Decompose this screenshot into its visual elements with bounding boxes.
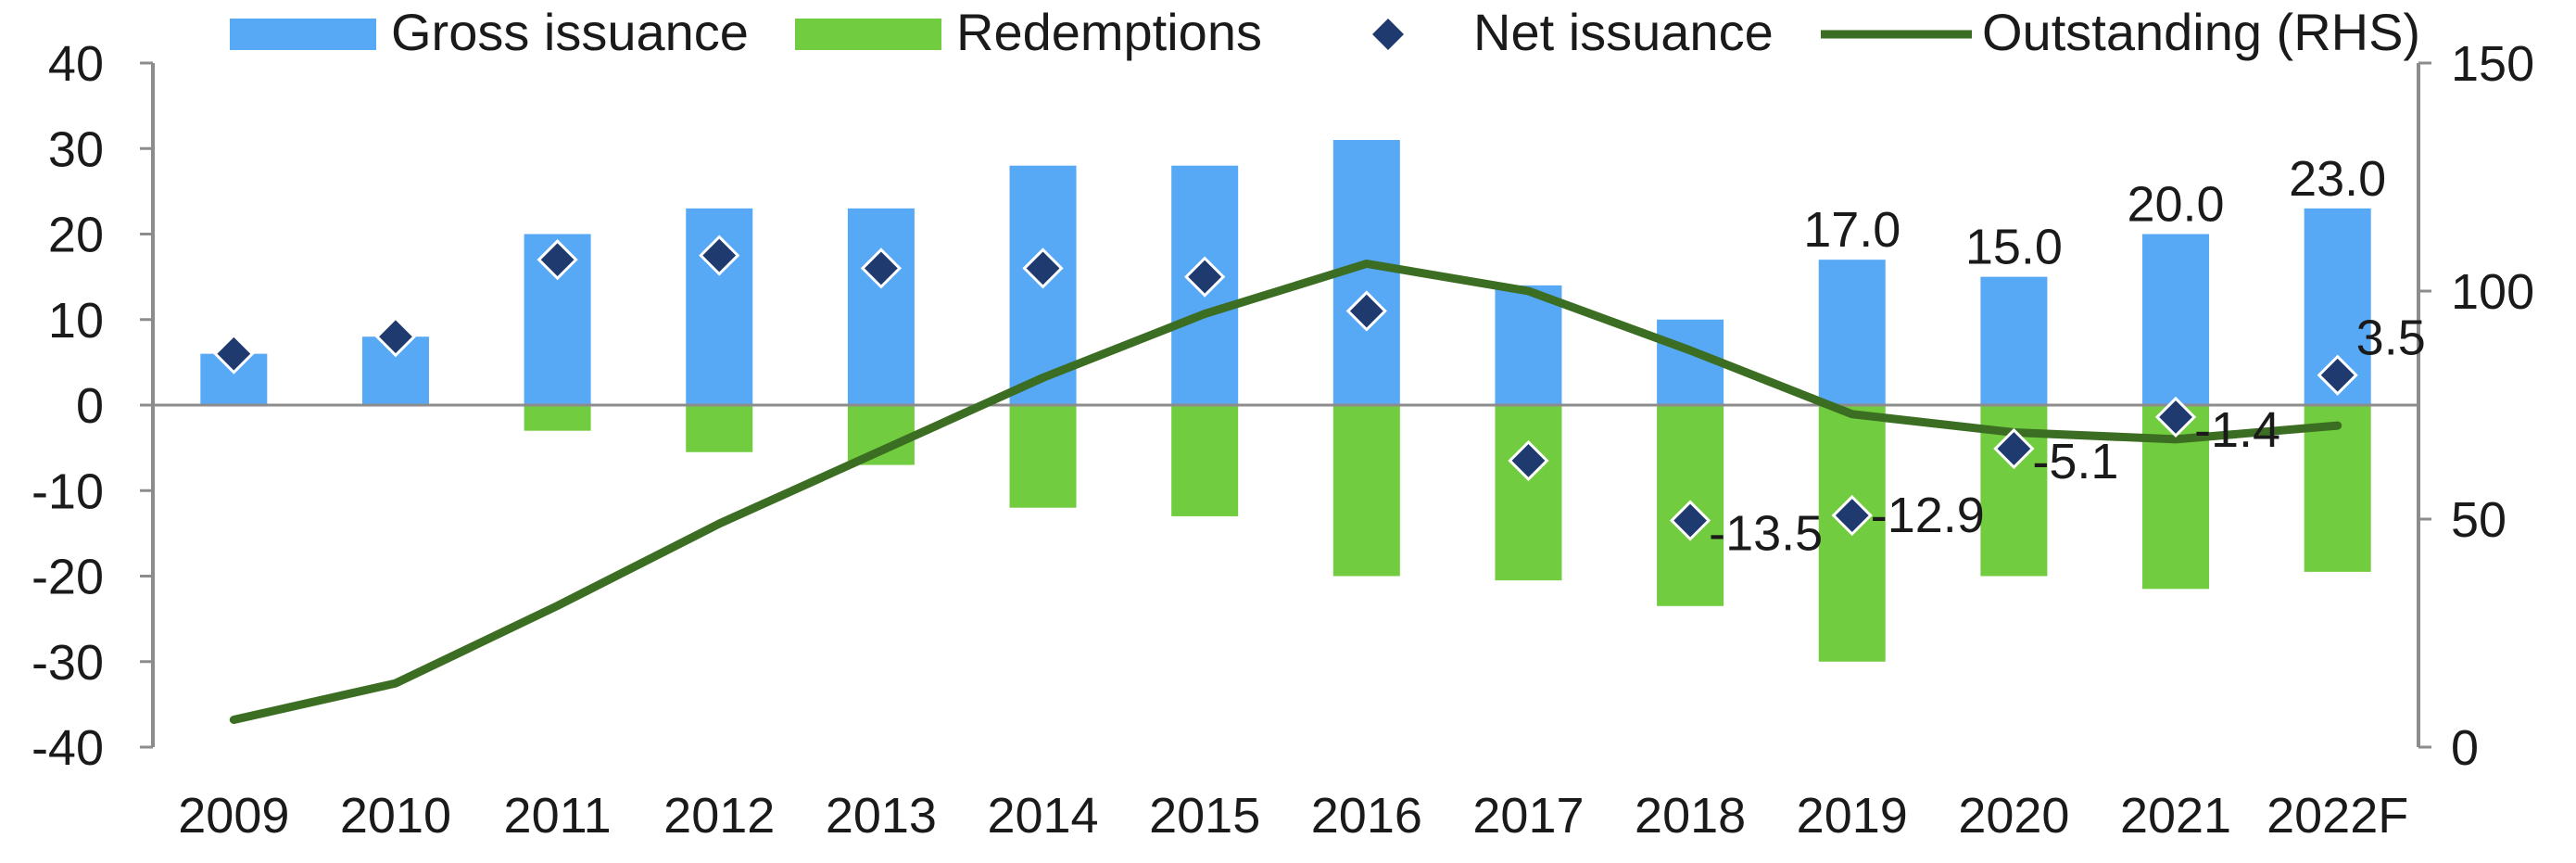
net-issuance-data-label: 3.5 (2356, 311, 2426, 366)
left-axis-tick-label: -30 (32, 635, 104, 691)
net-issuance-marker-2010 (374, 316, 417, 358)
net-issuance-marker-2019 (1831, 494, 1873, 537)
net-issuance-marker-2018 (1669, 500, 1711, 541)
gross-issuance-bar-2021 (2142, 234, 2210, 405)
x-axis-label-2015: 2015 (1149, 788, 1260, 844)
net-issuance-marker-2011 (537, 239, 578, 281)
legend-swatch-net (1372, 19, 1404, 50)
x-axis-label-2009: 2009 (178, 788, 289, 844)
redemptions-bar-2011 (524, 405, 591, 431)
x-axis-label-2013: 2013 (826, 788, 937, 844)
redemptions-bar-2013 (847, 405, 915, 465)
redemptions-bar-2015 (1171, 405, 1239, 516)
legend-label-redemptions: Redemptions (956, 3, 1262, 61)
right-axis-tick-label: 0 (2451, 720, 2479, 776)
redemptions-bar-2016 (1332, 405, 1400, 577)
gross-issuance-bar-2013 (847, 208, 915, 405)
left-axis-tick-label: -10 (32, 463, 104, 519)
net-issuance-marker-2021 (2154, 396, 2197, 438)
gross-issuance-data-label: 23.0 (2289, 151, 2386, 207)
x-axis-label-2012: 2012 (663, 788, 775, 844)
left-axis-tick-label: 10 (48, 293, 104, 349)
left-axis-tick-label: -20 (32, 550, 104, 605)
net-issuance-marker-2017 (1508, 439, 1549, 482)
net-issuance-marker-2016 (1345, 290, 1387, 332)
right-axis-tick-label: 50 (2451, 492, 2507, 548)
right-axis-tick-label: 150 (2451, 36, 2534, 92)
net-issuance-marker-2014 (1022, 247, 1064, 289)
net-issuance-marker-2015 (1184, 256, 1226, 298)
net-issuance-marker-2020 (1993, 427, 2035, 470)
legend-swatch-redemptions (795, 19, 941, 50)
gross-issuance-data-label: 17.0 (1803, 202, 1900, 258)
gross-issuance-data-label: 15.0 (1965, 220, 2063, 275)
left-axis-tick-label: 30 (48, 121, 104, 177)
legend-label-net: Net issuance (1473, 3, 1774, 61)
outstanding-line (229, 260, 2342, 724)
redemptions-bar-2014 (1009, 405, 1077, 508)
legend-label-gross: Gross issuance (391, 3, 749, 61)
net-issuance-marker-2013 (860, 247, 903, 289)
net-issuance-data-label: -12.9 (1871, 488, 1985, 543)
redemptions-bar-2017 (1495, 405, 1562, 581)
left-axis-tick-label: 40 (48, 36, 104, 92)
bars-layer (200, 140, 2371, 662)
x-axis-label-2020: 2020 (1958, 788, 2069, 844)
gross-issuance-bar-2019 (1818, 260, 1886, 405)
net-issuance-marker-2022F (2317, 354, 2358, 396)
legend-label-outstanding: Outstanding (RHS) (1982, 3, 2420, 61)
markers-layer (213, 235, 2358, 541)
x-axis-label-2019: 2019 (1797, 788, 1908, 844)
x-axis-label-2021: 2021 (2120, 788, 2231, 844)
line-layer (229, 260, 2342, 724)
gross-issuance-bar-2020 (1980, 276, 2048, 405)
left-axis-tick-label: 20 (48, 208, 104, 263)
legend-background (213, 0, 2409, 63)
x-axis-label-2022F: 2022F (2267, 788, 2408, 844)
left-axis-tick-label: 0 (76, 378, 104, 434)
gross-issuance-bar-2017 (1495, 285, 1562, 405)
net-issuance-data-label: -13.5 (1709, 506, 1823, 562)
x-axis-label-2011: 2011 (504, 788, 612, 844)
net-issuance-data-label: -5.1 (2032, 434, 2118, 489)
gross-issuance-data-label: 20.0 (2127, 177, 2224, 233)
left-axis-tick-label: -40 (32, 720, 104, 776)
x-axis-label-2014: 2014 (987, 788, 1098, 844)
x-axis-label-2018: 2018 (1635, 788, 1746, 844)
net-issuance-marker-2012 (699, 235, 740, 276)
labels-layer: 17.0 15.0 20.0 23.0 -13.5 -12.9 -5.1 -1.4 3.5 (1709, 151, 2426, 562)
net-issuance-marker-2009 (213, 333, 255, 374)
redemptions-bar-2012 (686, 405, 753, 452)
x-axis-label-2010: 2010 (340, 788, 451, 844)
x-axis-label-2016: 2016 (1311, 788, 1422, 844)
right-axis-tick-label: 100 (2451, 264, 2534, 320)
legend-swatch-gross (230, 19, 376, 50)
x-axis-label-2017: 2017 (1472, 788, 1584, 844)
net-issuance-data-label: -1.4 (2194, 402, 2280, 458)
redemptions-bar-2022F (2304, 405, 2371, 572)
legend: Gross issuance Redemptions Net issuance Out… (213, 0, 2420, 63)
